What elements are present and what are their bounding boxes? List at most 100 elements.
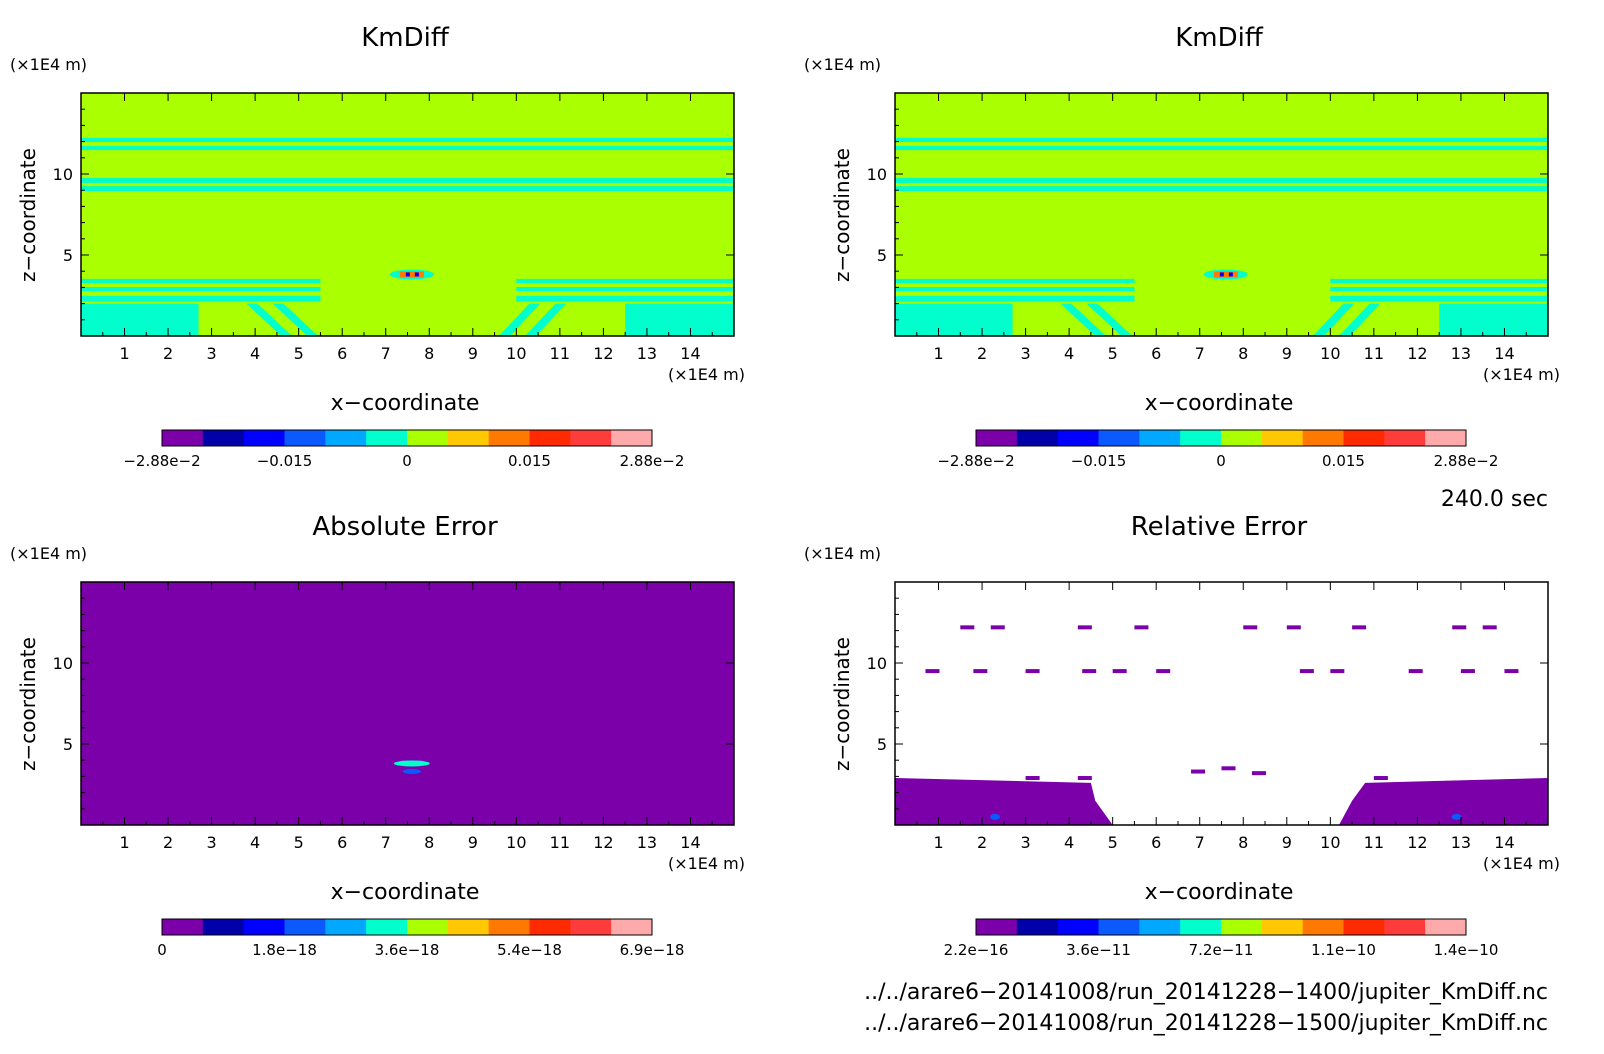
cyan-band <box>81 186 734 192</box>
anomaly-blue <box>414 272 419 277</box>
cyan-streak <box>1086 303 1133 336</box>
error-spot <box>402 769 421 775</box>
colorbar-swatch <box>1343 919 1385 935</box>
purple-region-left <box>895 778 1113 825</box>
colorbar-tick-label: 5.4e−18 <box>497 941 562 959</box>
colorbar-tick-label: 3.6e−11 <box>1066 941 1131 959</box>
colorbar-swatch <box>366 919 408 935</box>
x-axis-label: x−coordinate <box>331 880 480 905</box>
blue-spot <box>1451 813 1462 820</box>
x-tick-label: 1 <box>119 344 129 363</box>
x-tick-label: 11 <box>1364 344 1384 363</box>
y-unit-label: (×1E4 m) <box>804 544 881 563</box>
cyan-streak <box>246 303 293 336</box>
colorbar-swatch <box>611 430 653 446</box>
heatmap-field <box>895 93 1548 336</box>
colorbar-swatch <box>162 919 204 935</box>
cyan-streak <box>1339 303 1381 336</box>
purple-speck <box>1156 669 1171 674</box>
cyan-block-left <box>895 303 1013 336</box>
x-tick-label: 13 <box>637 344 657 363</box>
x-tick-label: 6 <box>1151 344 1161 363</box>
colorbar-tick-label: 1.1e−10 <box>1311 941 1376 959</box>
colorbar-tick-label: 2.88e−2 <box>620 452 685 470</box>
x-tick-label: 9 <box>468 833 478 852</box>
x-tick-label: 14 <box>1494 833 1514 852</box>
x-tick-label: 12 <box>1407 344 1427 363</box>
colorbar-swatch <box>1343 430 1385 446</box>
x-tick-label: 2 <box>977 344 987 363</box>
colorbar-frame <box>161 429 653 447</box>
cyan-band <box>81 137 734 143</box>
x-unit-label: (×1E4 m) <box>1483 365 1560 384</box>
purple-region-right <box>1339 778 1548 825</box>
x-unit-label: (×1E4 m) <box>668 854 745 873</box>
purple-speck <box>973 669 988 674</box>
purple-speck <box>1460 669 1475 674</box>
panel-title: KmDiff <box>361 23 450 53</box>
x-tick-label: 4 <box>1064 833 1074 852</box>
purple-speck <box>1112 669 1127 674</box>
file-path-2: ../../arare6−20141008/run_20141228−1500/… <box>864 1011 1548 1036</box>
x-tick-label: 3 <box>1021 833 1031 852</box>
purple-speck <box>1352 625 1367 630</box>
purple-speck <box>1025 776 1040 781</box>
purple-speck <box>1452 625 1467 630</box>
panel-title: Absolute Error <box>312 512 498 542</box>
x-tick-label: 11 <box>1364 833 1384 852</box>
y-unit-label: (×1E4 m) <box>10 544 87 563</box>
x-tick-label: 6 <box>337 833 347 852</box>
colorbar-swatch <box>1098 430 1140 446</box>
purple-speck <box>1077 625 1092 630</box>
x-tick-label: 5 <box>294 833 304 852</box>
x-tick-label: 8 <box>1238 344 1248 363</box>
x-tick-label: 8 <box>1238 833 1248 852</box>
colorbar-tick-label: 1.4e−10 <box>1434 941 1499 959</box>
colorbar-swatch <box>1057 430 1099 446</box>
colorbar-frame <box>975 918 1467 936</box>
colorbar-swatch <box>1057 919 1099 935</box>
colorbar-swatch <box>570 430 612 446</box>
x-tick-label: 3 <box>207 833 217 852</box>
file-path-1: ../../arare6−20141008/run_20141228−1400/… <box>864 980 1548 1005</box>
x-tick-label: 10 <box>506 344 526 363</box>
x-tick-label: 7 <box>1195 833 1205 852</box>
colorbar-swatch <box>1261 919 1304 935</box>
x-tick-label: 7 <box>381 344 391 363</box>
colorbar-tick-label: 1.8e−18 <box>252 941 317 959</box>
x-axis-label: x−coordinate <box>331 391 480 416</box>
colorbar-swatch <box>447 919 490 935</box>
x-tick-label: 10 <box>1320 833 1340 852</box>
x-tick-label: 1 <box>933 833 943 852</box>
colorbar-swatch <box>407 919 449 935</box>
y-tick-label: 10 <box>53 654 73 673</box>
x-tick-label: 2 <box>163 344 173 363</box>
x-tick-label: 14 <box>1494 344 1514 363</box>
colorbar-swatch <box>570 919 612 935</box>
purple-speck <box>1251 771 1266 776</box>
purple-speck <box>1221 766 1236 771</box>
colorbar-swatch <box>1221 919 1263 935</box>
x-tick-label: 10 <box>506 833 526 852</box>
colorbar-frame <box>161 918 653 936</box>
colorbar-tick-label: 2.88e−2 <box>1434 452 1499 470</box>
purple-speck <box>1330 669 1345 674</box>
x-tick-label: 11 <box>550 344 570 363</box>
purple-speck <box>1286 625 1301 630</box>
colorbar-swatch <box>1139 430 1181 446</box>
purple-speck <box>1408 669 1423 674</box>
colorbar-swatch <box>407 430 449 446</box>
x-tick-label: 4 <box>250 344 260 363</box>
x-unit-label: (×1E4 m) <box>668 365 745 384</box>
x-tick-label: 9 <box>1282 833 1292 852</box>
x-tick-label: 1 <box>933 344 943 363</box>
purple-speck <box>1025 669 1040 674</box>
x-tick-label: 2 <box>977 833 987 852</box>
purple-speck <box>1191 769 1206 774</box>
cyan-band <box>895 178 1548 183</box>
x-tick-label: 3 <box>207 344 217 363</box>
band-gap <box>1134 277 1331 302</box>
x-tick-label: 5 <box>1108 344 1118 363</box>
x-tick-label: 14 <box>680 833 700 852</box>
